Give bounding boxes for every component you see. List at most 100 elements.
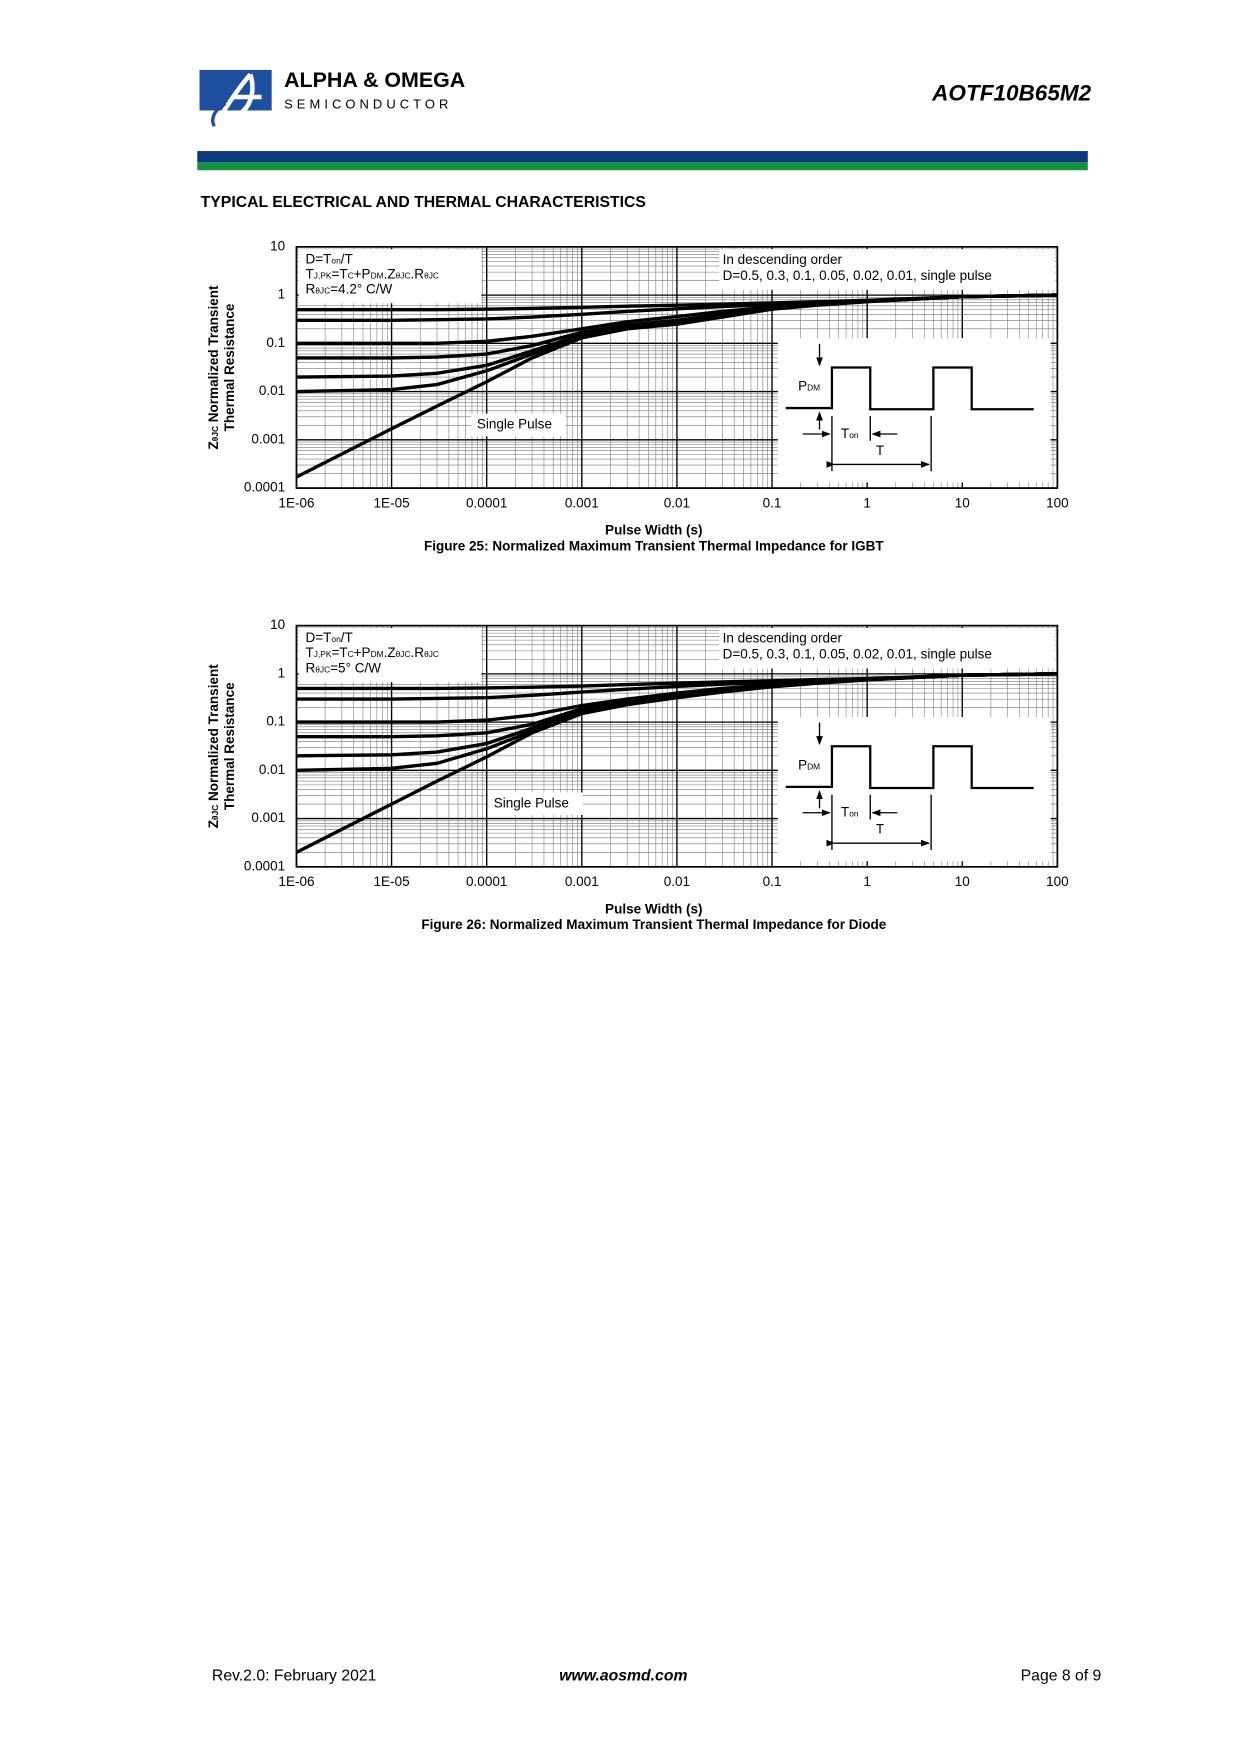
y-axis-label: ZθJC Normalized Transient [206, 664, 221, 828]
subscript: DM [371, 271, 384, 281]
text-run: P [798, 378, 807, 393]
plot-frame [295, 624, 1059, 868]
text-run: +P [354, 266, 371, 281]
note-line: D=Ton/T [305, 251, 352, 266]
text-run: D=T [305, 251, 331, 266]
order-note: D=0.5, 0.3, 0.1, 0.05, 0.02, 0.01, singl… [723, 268, 992, 283]
note-line: D=Ton/T [305, 630, 352, 645]
inset-label: T [876, 442, 884, 457]
y-tick-label: 10 [270, 617, 285, 632]
text-run: Normalized Transient [206, 664, 221, 805]
subscript: θJC [210, 805, 220, 820]
x-tick-label: 1E-06 [278, 495, 314, 510]
inset-label: PDM [798, 757, 820, 772]
subscript: on [331, 634, 341, 644]
single-pulse-label: Single Pulse [494, 795, 569, 810]
y-axis-label: Thermal Resistance [222, 682, 237, 810]
inset-label: PDM [798, 378, 820, 393]
footer-page: Page 8 of 9 [1021, 1667, 1102, 1684]
header-bar-blue [197, 151, 1088, 163]
x-tick-label: 0.001 [565, 874, 599, 889]
x-tick-label: 10 [955, 874, 970, 889]
y-axis-label: Thermal Resistance [222, 303, 237, 431]
order-note: D=0.5, 0.3, 0.1, 0.05, 0.02, 0.01, singl… [723, 647, 992, 662]
y-tick-label: 0.01 [259, 383, 285, 398]
x-tick-label: 0.1 [763, 874, 782, 889]
subscript: θJC [210, 426, 220, 441]
inset-box [777, 338, 1051, 483]
y-tick-label: 0.0001 [244, 858, 285, 873]
text-run: T [305, 645, 313, 660]
order-box [719, 627, 1056, 669]
logo [199, 69, 272, 128]
x-tick-label: 1 [863, 874, 871, 889]
chart: 1E-06 1E-05 0.0001 0.001 0.01 0.1 1 10 100 0.0001… [244, 617, 1069, 932]
x-tick-label: 1 [863, 495, 871, 510]
x-tick-label: 100 [1046, 874, 1069, 889]
x-axis-label: Pulse Width (s) [605, 523, 703, 538]
text-run: =T [331, 645, 347, 660]
chart: 1E-06 1E-05 0.0001 0.001 0.01 0.1 1 10 100 0.0001… [244, 238, 1069, 553]
part-number: AOTF10B65M2 [931, 81, 1091, 106]
inset-label: Ton [841, 426, 859, 441]
text-run: =T [331, 266, 347, 281]
section-title: TYPICAL ELECTRICAL AND THERMAL CHARACTER… [201, 194, 646, 211]
header-bar-green [197, 162, 1088, 171]
y-tick-label: 0.1 [266, 335, 285, 350]
subscript: DM [807, 762, 820, 772]
subscript: C [348, 271, 354, 281]
single-pulse-box [471, 413, 566, 437]
subscript: θJC [315, 286, 330, 296]
logo-glyph [212, 72, 262, 128]
subscript: θJC [396, 271, 411, 281]
inset-label: T [876, 821, 884, 836]
subscript: C [348, 649, 354, 659]
order-note: In descending order [723, 252, 843, 267]
caption: Figure 25: Normalized Maximum Transient … [424, 538, 884, 553]
x-tick-label: 0.0001 [466, 495, 507, 510]
footer-website: www.aosmd.com [559, 1667, 687, 1684]
x-tick-label: 10 [955, 495, 970, 510]
series-line [295, 293, 1058, 479]
single-pulse-box [488, 792, 583, 816]
y-tick-label: 0.0001 [244, 480, 285, 495]
pulse-waveform [785, 366, 1034, 411]
x-tick-label: 0.01 [664, 874, 690, 889]
logo-tail [211, 102, 227, 128]
text-run: /T [341, 630, 353, 645]
note-line: RθJC=5° C/W [305, 660, 381, 675]
subscript: DM [371, 649, 384, 659]
subscript: θJC [424, 271, 439, 281]
text-run: Thermal Resistance [222, 303, 237, 431]
brand-sub: SEMICONDUCTOR [284, 96, 452, 111]
text-run: T [841, 804, 849, 819]
note-line: RθJC=4.2° C/W [305, 281, 392, 296]
single-pulse-label: Single Pulse [477, 417, 552, 432]
note-box [298, 627, 482, 682]
footer-revision: Rev.2.0: February 2021 [212, 1667, 376, 1684]
text-run: +P [354, 645, 371, 660]
text-run: .R [411, 266, 425, 281]
text-run: T [305, 266, 313, 281]
y-tick-label: 0.001 [251, 431, 285, 446]
y-tick-label: 0.01 [259, 762, 285, 777]
x-tick-label: 100 [1046, 495, 1069, 510]
text-run: R [305, 660, 315, 675]
y-tick-label: 1 [278, 665, 286, 680]
text-run: D=T [305, 630, 331, 645]
x-tick-label: 1E-06 [278, 874, 314, 889]
subscript: on [849, 430, 859, 440]
inset-box [777, 716, 1051, 862]
text-run: Normalized Transient [206, 285, 221, 426]
subscript: on [849, 809, 859, 819]
subscript: θJC [424, 649, 439, 659]
x-tick-label: 0.1 [763, 495, 782, 510]
text-run: .Z [384, 266, 396, 281]
text-run: .Z [384, 645, 396, 660]
text-run: R [305, 281, 315, 296]
text-run: .R [411, 645, 425, 660]
series-line [295, 672, 1058, 854]
text-run: T [876, 821, 884, 836]
